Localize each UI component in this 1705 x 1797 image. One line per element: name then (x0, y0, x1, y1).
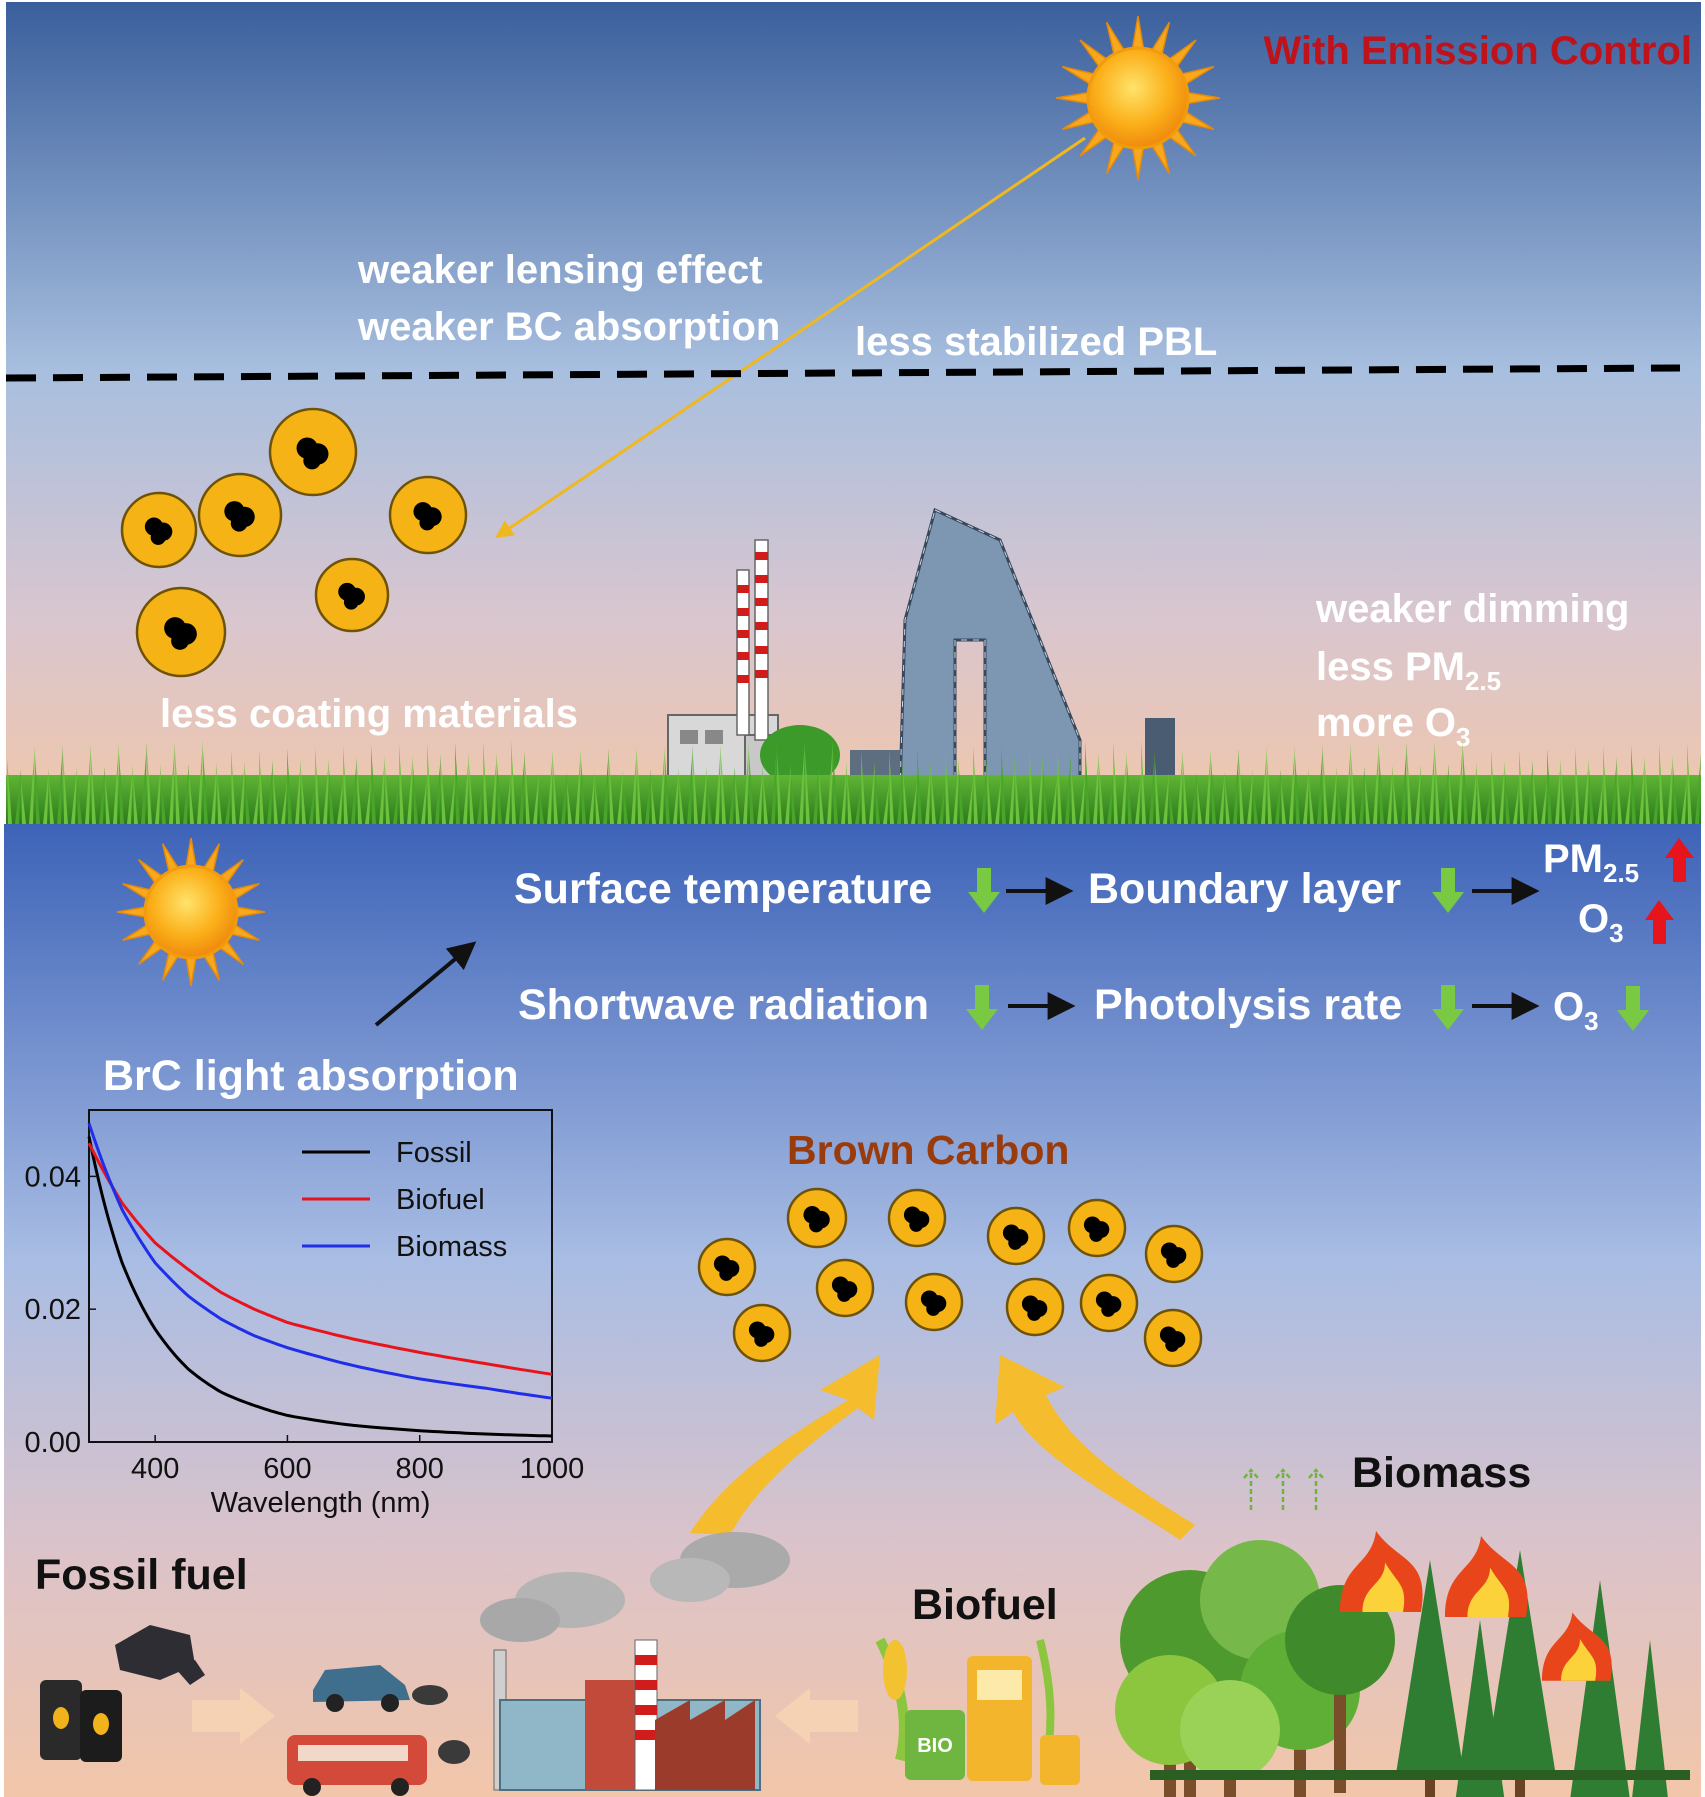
down-arrow-icon (1617, 986, 1649, 1031)
down-arrow-icon (1432, 985, 1464, 1030)
biofuel-label: Biofuel (912, 1581, 1058, 1629)
chimney-right (754, 539, 769, 741)
grass (6, 740, 1701, 824)
fossil-fuel-label: Fossil fuel (35, 1551, 248, 1599)
rising-smoke-arrows (1243, 1468, 1324, 1510)
surface-temperature-label: Surface temperature (514, 865, 932, 913)
left-arrow-icon (775, 1688, 858, 1744)
o3-result-label: O3 (1578, 897, 1624, 948)
pine-tree (1570, 1580, 1630, 1797)
pine-tree (1455, 1620, 1505, 1797)
coated-particle (904, 1272, 964, 1332)
coated-particle (732, 1303, 792, 1363)
brc-effect-arrow (374, 941, 477, 1027)
top-panel: With Emission Control weaker lensing eff… (5, 2, 1701, 824)
down-arrow-icon (966, 985, 998, 1030)
right-arrow-icon (192, 1688, 275, 1744)
coated-particle (197, 472, 283, 558)
boundary-layer-label: Boundary layer (1088, 865, 1401, 913)
biomass-label: Biomass (1352, 1449, 1531, 1497)
legend-label: Biomass (396, 1231, 507, 1263)
coated-particle (1143, 1308, 1203, 1368)
pm25-result-label: PM2.5 (1543, 837, 1639, 888)
pbl-label: less stabilized PBL (855, 320, 1217, 364)
legend-label: Biofuel (396, 1184, 485, 1216)
coated-particle (986, 1206, 1046, 1266)
car-icon (313, 1665, 448, 1712)
pine-tree (1632, 1640, 1668, 1797)
coated-particle (1067, 1198, 1127, 1258)
flame-core (1467, 1567, 1510, 1617)
emission-control-title: With Emission Control (1263, 29, 1692, 73)
y-tick-label: 0.00 (25, 1427, 81, 1459)
pine-tree (1485, 1550, 1555, 1797)
coated-particle (1005, 1277, 1065, 1337)
coated-particle (786, 1187, 848, 1249)
coated-particle (697, 1237, 757, 1297)
chart-frame (88, 1109, 553, 1443)
sunlight-arrow (495, 136, 1086, 539)
y-tick-label: 0.02 (25, 1294, 81, 1326)
coated-particle (388, 475, 468, 555)
top-sky (6, 2, 1701, 824)
flame-core (1561, 1639, 1597, 1681)
dimming-label: weaker dimming (1315, 587, 1629, 631)
x-tick-label: 600 (263, 1453, 311, 1485)
series-line-biofuel (87, 1142, 553, 1376)
coated-particle (815, 1258, 875, 1318)
up-arrow-icon (1665, 838, 1694, 882)
coated-particle (268, 407, 358, 497)
down-arrow-icon (968, 868, 1000, 913)
legend-label: Fossil (396, 1137, 472, 1169)
x-tick-label: 800 (396, 1453, 444, 1485)
emission-arrow-right (995, 1355, 1195, 1540)
coal-icon (115, 1625, 205, 1685)
coated-particle (314, 557, 390, 633)
x-tick-label: 1000 (520, 1453, 585, 1485)
forest-icon (1115, 1540, 1690, 1797)
coating-label: less coating materials (160, 692, 578, 736)
up-arrow-icon (1645, 900, 1674, 944)
series-line-biomass (87, 1122, 553, 1400)
chart-title: BrC light absorption (103, 1052, 519, 1100)
photolysis-rate-label: Photolysis rate (1094, 981, 1402, 1029)
oil-barrel-icon (40, 1680, 122, 1762)
x-axis-label: Wavelength (nm) (211, 1487, 431, 1519)
brc-absorption-chart: 400 600 800 1000 0.00 0.02 0.04 Fossil Biofuel B… (25, 1109, 585, 1519)
pine-tree (1395, 1560, 1465, 1797)
pm25-label: less PM2.5 (1316, 645, 1501, 696)
shortwave-radiation-label: Shortwave radiation (518, 981, 929, 1029)
brown-carbon-label: Brown Carbon (787, 1127, 1069, 1173)
lensing-label-1: weaker lensing effect (357, 248, 763, 292)
brown-carbon-particles (697, 1187, 1204, 1368)
tree (1285, 1585, 1395, 1793)
emission-arrow-left (690, 1355, 880, 1535)
sun-icon (116, 837, 266, 987)
city-skyline (667, 507, 1175, 792)
series-line-fossil (87, 1136, 553, 1438)
sun-icon (1055, 15, 1221, 181)
bus-icon (287, 1735, 470, 1796)
biofuel-pump-icon: BIO (875, 1637, 1080, 1785)
fire-icon (1340, 1531, 1612, 1681)
bio-tank-label: BIO (917, 1735, 953, 1757)
x-tick-label: 400 (131, 1453, 179, 1485)
lensing-label-2: weaker BC absorption (357, 305, 780, 349)
coated-particle (1079, 1273, 1139, 1333)
coated-particle (135, 586, 227, 678)
o3-label: more O3 (1316, 701, 1471, 752)
chimney-left (736, 569, 750, 736)
coated-particle (1144, 1224, 1204, 1284)
factory-icon (480, 1532, 790, 1791)
coated-particle (887, 1188, 947, 1248)
bottom-panel: Surface temperature Boundary layer PM2.5… (4, 824, 1701, 1797)
down-arrow-icon (1432, 868, 1464, 913)
coated-particle (120, 491, 198, 569)
coated-bc-particles (120, 407, 468, 678)
o3-photolysis-label: O3 (1553, 985, 1599, 1036)
y-tick-label: 0.04 (25, 1161, 81, 1193)
flame-core (1362, 1562, 1405, 1612)
